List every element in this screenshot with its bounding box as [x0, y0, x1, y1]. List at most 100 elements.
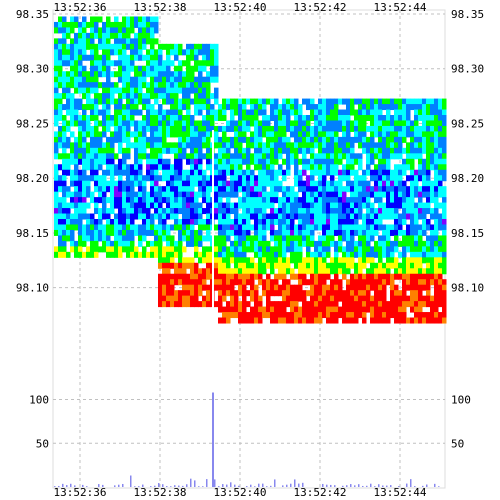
- heatmap-cell-626: [118, 202, 123, 209]
- volume-bar-32: [214, 479, 216, 487]
- heatmap-cell-3189: [390, 125, 395, 132]
- heatmap-cell-2166: [278, 153, 283, 160]
- heatmap-cell-2836: [350, 208, 355, 215]
- volume-bar-34: [222, 484, 224, 487]
- heatmap-cell-1806: [238, 169, 243, 176]
- heatmap-cell-839: [142, 71, 147, 78]
- heatmap-cell-511: [106, 158, 111, 165]
- heatmap-cell-3423: [414, 246, 419, 253]
- heatmap-cell-2362: [298, 268, 303, 275]
- heatmap-cell-816: [138, 164, 143, 171]
- heatmap-cell-432: [98, 147, 103, 154]
- heatmap-cell-2016: [262, 104, 267, 111]
- heatmap-cell-2249: [286, 219, 291, 225]
- heatmap-cell-1340: [190, 164, 195, 171]
- heatmap-cell-560: [114, 16, 119, 23]
- heatmap-cell-1519: [206, 235, 211, 242]
- heatmap-cell-14: [54, 104, 59, 111]
- heatmap-cell-111: [62, 229, 67, 236]
- heatmap-cell-495: [106, 65, 111, 72]
- heatmap-cell-671: [122, 224, 127, 231]
- heatmap-cell-2310: [294, 164, 299, 171]
- heatmap-cell-3104: [378, 284, 383, 291]
- heatmap-cell-2651: [330, 191, 335, 198]
- heatmap-cell-1180: [174, 202, 179, 209]
- heatmap-cell-3053: [374, 213, 379, 220]
- heatmap-cell-3414: [414, 191, 419, 198]
- heatmap-cell-654: [122, 120, 127, 127]
- heatmap-cell-2255: [286, 257, 291, 264]
- heatmap-cell-1237: [178, 295, 183, 302]
- heatmap-cell-3643: [438, 213, 443, 220]
- heatmap-cell-1070: [166, 49, 171, 56]
- heatmap-cell-2443: [310, 109, 315, 116]
- heatmap-cell-3688: [442, 251, 447, 258]
- heatmap-cell-2369: [298, 312, 303, 319]
- heatmap-cell-2185: [278, 273, 283, 280]
- heatmap-cell-1685: [222, 312, 227, 319]
- heatmap-cell-1048: [162, 175, 167, 182]
- heatmap-cell-1999: [258, 224, 263, 231]
- heatmap-cell-3003: [370, 120, 375, 127]
- heatmap-cell-3363: [410, 120, 415, 127]
- heatmap-cell-202: [74, 120, 79, 127]
- heatmap-cell-2389: [302, 213, 307, 220]
- heatmap-cell-2966: [366, 109, 371, 116]
- heatmap-cell-1937: [250, 312, 255, 319]
- heatmap-cell-1872: [246, 115, 251, 121]
- heatmap-cell-1463: [202, 131, 207, 138]
- heatmap-cell-107: [62, 208, 67, 215]
- heatmap-cell-2714: [338, 120, 343, 127]
- heatmap-cell-983: [154, 251, 159, 258]
- heatmap-cell-2516: [318, 98, 323, 105]
- heatmap-cell-3489: [422, 180, 427, 187]
- heatmap-cell-2047: [262, 284, 267, 291]
- heatmap-cell-6: [54, 60, 59, 67]
- heatmap-cell-86: [62, 82, 67, 89]
- heatmap-cell-3117: [382, 136, 387, 143]
- heatmap-cell-3216: [390, 301, 395, 308]
- volume-bar-6: [82, 484, 84, 487]
- heatmap-cell-370: [90, 235, 95, 242]
- heatmap-cell-2861: [354, 131, 359, 138]
- heatmap-cell-132: [66, 125, 71, 132]
- heatmap-cell-335: [86, 251, 91, 258]
- heatmap-cell-348: [90, 82, 95, 89]
- heatmap-cell-2341: [298, 136, 303, 143]
- heatmap-cell-3198: [390, 186, 395, 193]
- heatmap-cell-2038: [262, 229, 267, 236]
- heatmap-cell-480: [102, 213, 107, 220]
- heatmap-cell-1573: [214, 49, 219, 56]
- heatmap-cell-1410: [198, 65, 203, 72]
- y-tick-label-left-0: 98.35: [16, 8, 49, 21]
- heatmap-cell-3430: [414, 284, 419, 291]
- heatmap-cell-715: [126, 240, 131, 247]
- heatmap-cell-795: [138, 32, 143, 39]
- heatmap-cell-542: [110, 147, 115, 154]
- heatmap-cell-40: [58, 27, 63, 34]
- heatmap-cell-2488: [314, 153, 319, 160]
- heatmap-cell-1578: [214, 76, 219, 83]
- heatmap-cell-3013: [370, 186, 375, 193]
- heatmap-cell-199: [74, 104, 79, 111]
- heatmap-cell-508: [106, 142, 111, 149]
- heatmap-cell-2289: [290, 268, 295, 275]
- heatmap-cell-932: [150, 180, 155, 187]
- heatmap-cell-1428: [198, 169, 203, 176]
- heatmap-cell-73: [58, 246, 63, 253]
- heatmap-cell-1631: [218, 219, 223, 225]
- heatmap-cell-1214: [178, 158, 183, 165]
- heatmap-cell-3628: [438, 120, 443, 127]
- heatmap-cell-2136: [274, 186, 279, 193]
- heatmap-cell-3523: [426, 169, 431, 176]
- heatmap-cell-19: [54, 136, 59, 143]
- heatmap-cell-3188: [390, 120, 395, 127]
- heatmap-cell-3045: [374, 164, 379, 171]
- heatmap-cell-900: [146, 229, 151, 236]
- heatmap-cell-2564: [322, 142, 327, 149]
- heatmap-cell-2899: [358, 142, 363, 149]
- heatmap-cell-1259: [182, 186, 187, 193]
- heatmap-cell-2474: [310, 290, 315, 297]
- heatmap-cell-2378: [302, 147, 307, 154]
- heatmap-cell-155: [70, 54, 75, 61]
